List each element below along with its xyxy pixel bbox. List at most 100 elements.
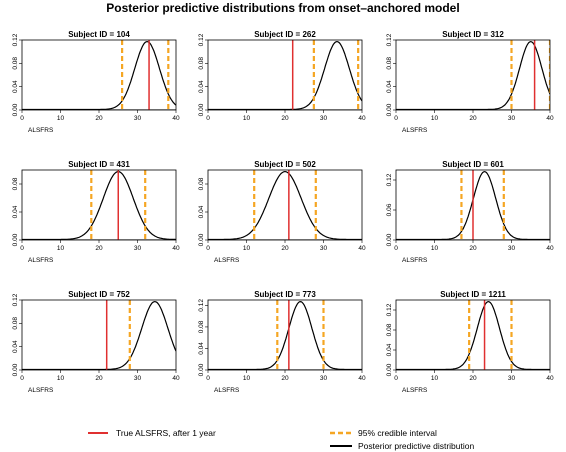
y-tick-label: 0.12 [386, 173, 393, 186]
legend-true-label: True ALSFRS, after 1 year [116, 428, 216, 438]
x-tick-label: 0 [20, 115, 24, 122]
panel-title: Subject ID = 752 [68, 290, 130, 299]
y-tick-label: 0.12 [198, 33, 205, 46]
x-tick-label: 30 [320, 245, 328, 252]
x-tick-label: 10 [243, 245, 251, 252]
panel-title: Subject ID = 262 [254, 30, 316, 39]
y-tick-label: 0.00 [12, 363, 19, 376]
x-tick-label: 40 [358, 245, 366, 252]
y-tick-label: 0.04 [386, 80, 393, 93]
y-tick-label: 0.04 [386, 343, 393, 356]
panel-title: Subject ID = 104 [68, 30, 130, 39]
panel-2: Subject ID = 262 0 10 20 30 40 0.00 0.04 0.08 0.1… [198, 30, 366, 122]
figure-title: Posterior predictive distributions from … [106, 1, 459, 15]
x-axis-label: ALSFRS [28, 257, 54, 264]
y-tick-label: 0.04 [12, 340, 19, 353]
panel-title: Subject ID = 601 [442, 160, 504, 169]
y-tick-label: 0.08 [198, 57, 205, 70]
x-tick-label: 0 [394, 375, 398, 382]
y-tick-label: 0.08 [12, 57, 19, 70]
panel-data [208, 300, 362, 370]
panel-title: Subject ID = 502 [254, 160, 316, 169]
y-tick-label: 0.12 [386, 303, 393, 316]
ppd-curve [22, 40, 176, 110]
panel-frame [395, 39, 551, 111]
x-tick-label: 0 [20, 245, 24, 252]
panel-frame [207, 39, 363, 111]
y-tick-label: 0.08 [12, 177, 19, 190]
panel-data [396, 40, 550, 110]
x-axis-label: ALSFRS [28, 387, 54, 394]
panel-title: Subject ID = 312 [442, 30, 504, 39]
panel-frame [207, 169, 363, 241]
x-axis-label: ALSFRS [28, 127, 54, 134]
x-tick-label: 0 [394, 115, 398, 122]
panel-data [396, 300, 550, 370]
ppd-curve [396, 40, 550, 110]
x-tick-label: 10 [431, 375, 439, 382]
y-tick-label: 0.00 [386, 233, 393, 246]
x-tick-label: 40 [358, 375, 366, 382]
legend: True ALSFRS, after 1 year 95% credible i… [88, 428, 474, 451]
panel-7: Subject ID = 752 0 10 20 30 40 0.00 0.04 0.08 0.1… [12, 290, 180, 394]
y-tick-label: 0.08 [386, 57, 393, 70]
panel-frame [395, 299, 551, 371]
x-tick-label: 20 [281, 245, 289, 252]
x-tick-label: 0 [206, 375, 210, 382]
x-tick-label: 40 [358, 115, 366, 122]
y-tick-label: 0.04 [12, 80, 19, 93]
x-tick-label: 40 [546, 245, 554, 252]
panel-data [208, 40, 362, 110]
x-tick-label: 10 [243, 115, 251, 122]
panel-5: Subject ID = 502 0 10 20 30 40 0.00 0.04 0.08 ALS… [198, 160, 366, 264]
y-tick-label: 0.00 [198, 103, 205, 116]
x-tick-label: 20 [95, 375, 103, 382]
panel-frame [207, 299, 363, 371]
ppd-curve [22, 170, 176, 240]
y-tick-label: 0.12 [198, 299, 205, 312]
x-axis-label: ALSFRS [214, 387, 240, 394]
x-tick-label: 40 [172, 115, 180, 122]
y-tick-label: 0.06 [386, 203, 393, 216]
x-tick-label: 20 [469, 115, 477, 122]
x-tick-label: 10 [57, 115, 65, 122]
x-tick-label: 0 [394, 245, 398, 252]
panel-frame [21, 169, 177, 241]
x-tick-label: 30 [320, 115, 328, 122]
x-tick-label: 40 [546, 375, 554, 382]
x-axis-label: ALSFRS [402, 127, 428, 134]
y-tick-label: 0.00 [386, 363, 393, 376]
x-axis-label: ALSFRS [402, 387, 428, 394]
panel-data [22, 170, 176, 240]
panel-title: Subject ID = 431 [68, 160, 130, 169]
panel-data [208, 170, 362, 240]
y-tick-label: 0.12 [386, 33, 393, 46]
panel-9: Subject ID = 1211 0 10 20 30 40 0.00 0.04 0.08 0.… [386, 290, 554, 394]
ppd-curve [208, 170, 362, 240]
legend-ppd-label: Posterior predictive distribution [358, 441, 474, 451]
x-tick-label: 0 [206, 115, 210, 122]
x-tick-label: 20 [95, 245, 103, 252]
y-tick-label: 0.00 [386, 103, 393, 116]
y-tick-label: 0.00 [12, 233, 19, 246]
y-tick-label: 0.12 [12, 33, 19, 46]
x-tick-label: 10 [431, 115, 439, 122]
x-tick-label: 30 [134, 245, 142, 252]
y-tick-label: 0.12 [12, 293, 19, 306]
panel-title: Subject ID = 1211 [440, 290, 506, 299]
y-tick-label: 0.04 [198, 205, 205, 218]
y-tick-label: 0.00 [198, 363, 205, 376]
panels-grid: Subject ID = 104 0 10 20 30 40 0.00 0.04 0.08 0.1… [12, 30, 554, 394]
x-tick-label: 0 [20, 375, 24, 382]
ppd-curve [22, 300, 176, 370]
y-tick-label: 0.00 [12, 103, 19, 116]
y-tick-label: 0.04 [198, 342, 205, 355]
x-tick-label: 30 [320, 375, 328, 382]
x-tick-label: 40 [172, 245, 180, 252]
x-tick-label: 0 [206, 245, 210, 252]
ppd-curve [396, 300, 550, 370]
x-tick-label: 20 [281, 115, 289, 122]
x-tick-label: 40 [546, 115, 554, 122]
x-tick-label: 30 [508, 245, 516, 252]
